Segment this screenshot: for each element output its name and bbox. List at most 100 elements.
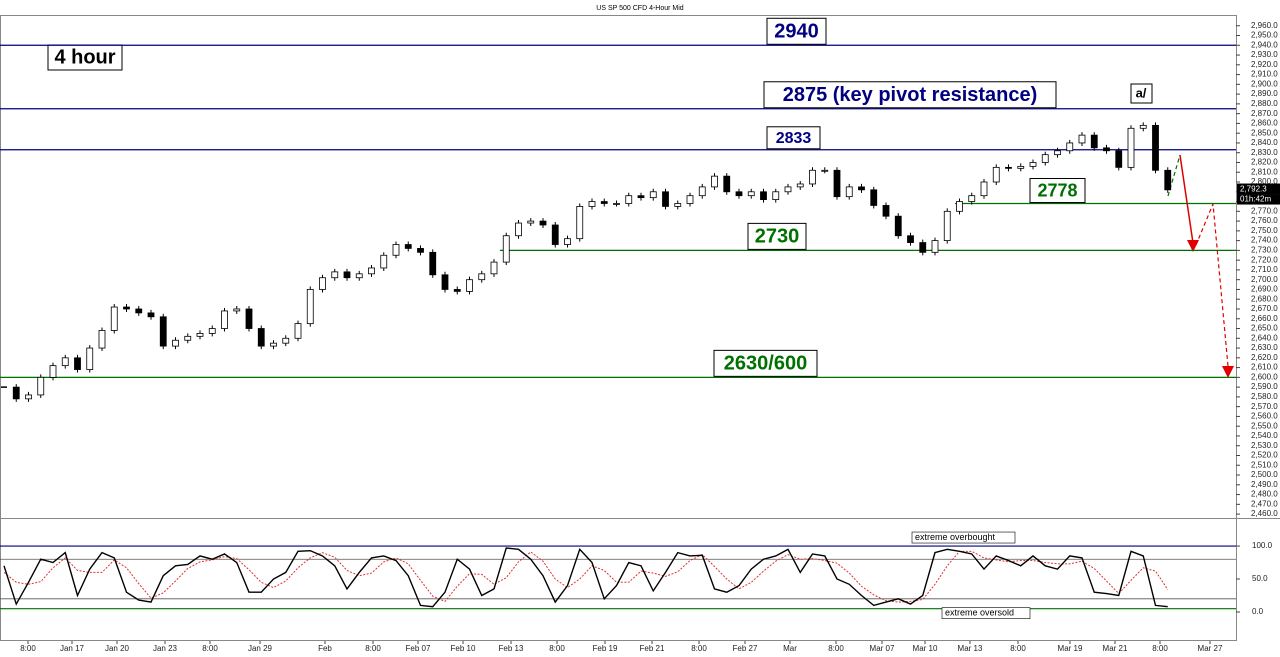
y-tick-label: 2,550.0 — [1251, 421, 1278, 430]
x-tick-label: 8:00 — [365, 644, 381, 653]
candle — [429, 251, 437, 276]
x-tick-label: Feb 27 — [733, 644, 758, 653]
x-tick-label: Feb 13 — [499, 644, 524, 653]
candle — [1078, 134, 1086, 144]
candle — [392, 244, 400, 256]
plot-frame — [0, 15, 1237, 641]
level-label: 2778 — [1037, 180, 1077, 200]
countdown: 01h:42m — [1240, 195, 1271, 204]
y-tick-label: 2,470.0 — [1251, 499, 1278, 508]
y-tick-label: 2,860.0 — [1251, 119, 1278, 128]
candle — [331, 271, 339, 279]
candle — [674, 203, 682, 207]
x-tick-label: 8:00 — [549, 644, 565, 653]
candle — [490, 261, 498, 275]
candle — [404, 244, 412, 249]
x-tick-label: Mar 19 — [1058, 644, 1083, 653]
x-tick-label: 8:00 — [1010, 644, 1026, 653]
candle — [368, 267, 375, 275]
candle — [1127, 127, 1135, 168]
candle — [992, 166, 1000, 183]
candle — [1090, 134, 1098, 149]
chart-title: US SP 500 CFD 4-Hour Mid — [596, 5, 684, 12]
candle — [809, 169, 816, 185]
y-tick-label: 2,540.0 — [1251, 431, 1278, 440]
candle — [515, 222, 522, 237]
x-tick-label: Mar 13 — [958, 644, 983, 653]
level-label: 2940 — [774, 21, 819, 43]
candle — [49, 365, 57, 378]
level-label-box — [763, 81, 1057, 109]
y-tick-label: 2,530.0 — [1251, 441, 1278, 450]
candle — [600, 201, 608, 204]
candle — [637, 195, 645, 199]
candle — [343, 271, 351, 279]
y-tick-label: 2,770.0 — [1251, 206, 1278, 215]
level-label: 2630/600 — [724, 353, 807, 375]
level-label: 2833 — [776, 130, 812, 147]
candle — [86, 347, 94, 370]
candle — [919, 242, 927, 253]
x-tick-label: 8:00 — [828, 644, 844, 653]
candle — [1005, 166, 1012, 169]
x-tick-label: Jan 20 — [105, 644, 130, 653]
x-tick-label: Feb 21 — [640, 644, 665, 653]
candle — [306, 289, 314, 325]
candle — [613, 203, 620, 205]
level-label-box — [766, 126, 821, 150]
y-tick-label: 2,640.0 — [1251, 333, 1278, 342]
candle — [662, 191, 669, 207]
candle — [796, 183, 804, 188]
x-tick-label: Mar 21 — [1103, 644, 1128, 653]
candle — [1029, 162, 1037, 167]
y-tick-label: 2,630.0 — [1251, 343, 1278, 352]
candle — [649, 191, 657, 199]
candle — [588, 201, 596, 207]
y-tick-label: 2,750.0 — [1251, 226, 1278, 235]
candle — [257, 328, 265, 347]
candle — [698, 186, 706, 197]
candle — [502, 235, 510, 263]
candle — [1041, 154, 1049, 163]
candle — [980, 181, 988, 197]
projection-path — [1179, 154, 1194, 244]
candle — [466, 279, 473, 292]
candle — [576, 206, 584, 240]
candle — [37, 376, 45, 396]
annotation: 4 hour — [54, 46, 115, 68]
candle — [821, 169, 829, 172]
y-tick-label: 100.0 — [1252, 541, 1273, 550]
wave-label: a/ — [1136, 85, 1147, 100]
candle — [172, 339, 179, 347]
current-price-box — [1237, 183, 1280, 195]
candle — [1139, 124, 1147, 129]
x-tick-label: 8:00 — [202, 644, 218, 653]
candle — [98, 330, 106, 349]
y-tick-label: 2,760.0 — [1251, 216, 1278, 225]
candle — [907, 235, 914, 243]
level-label-box — [747, 222, 807, 250]
candle — [61, 357, 69, 367]
stoch-label-box — [941, 607, 1031, 619]
x-tick-label: Feb — [318, 644, 332, 653]
candle — [417, 248, 424, 253]
candle — [747, 191, 755, 197]
stoch-label-box — [911, 531, 1016, 544]
candle — [74, 357, 81, 370]
y-tick-label: 2,710.0 — [1251, 265, 1278, 274]
candle — [282, 337, 290, 344]
candle — [245, 308, 253, 329]
y-tick-label: 2,910.0 — [1251, 70, 1278, 79]
candle — [1017, 165, 1025, 169]
y-tick-label: 2,800.0 — [1251, 177, 1278, 186]
y-tick-label: 2,850.0 — [1251, 128, 1278, 137]
y-tick-label: 2,460.0 — [1251, 509, 1278, 518]
candle — [184, 335, 192, 341]
annotation-box — [47, 44, 123, 71]
candle — [858, 186, 865, 191]
candle — [147, 312, 155, 318]
y-tick-label: 2,610.0 — [1251, 363, 1278, 372]
level-label-box — [766, 17, 827, 45]
x-tick-label: Jan 23 — [153, 644, 178, 653]
y-tick-label: 2,960.0 — [1251, 21, 1278, 30]
